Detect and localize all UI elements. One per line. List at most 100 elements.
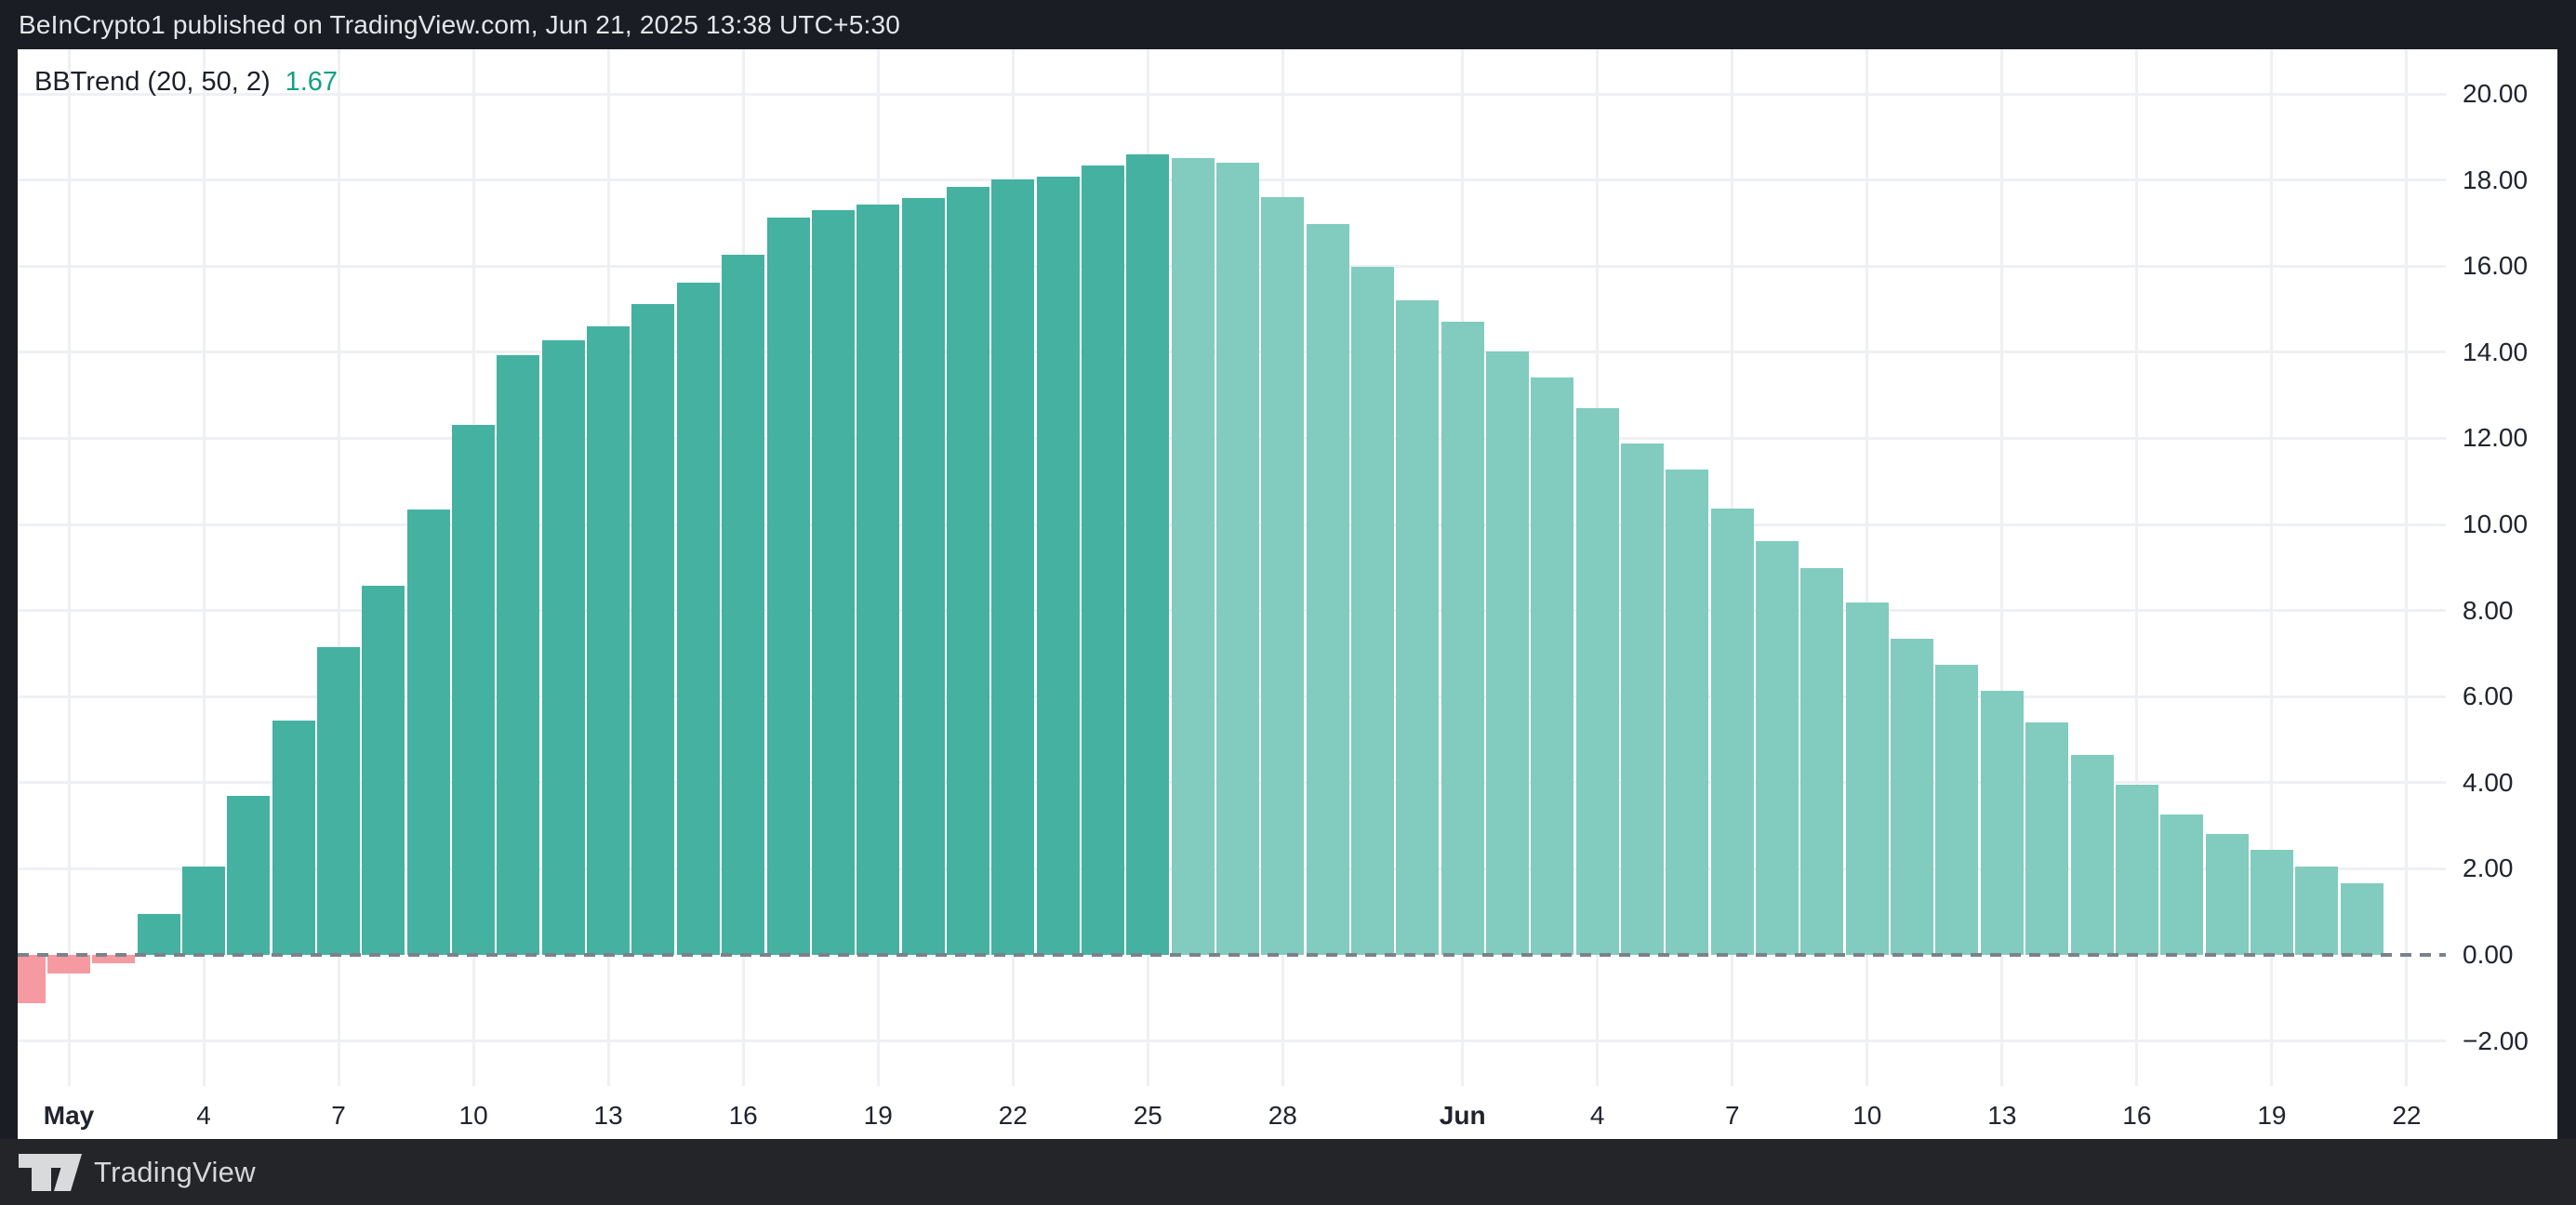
histogram-bar — [766, 217, 810, 955]
histogram-bar — [631, 303, 675, 955]
x-axis-label: 7 — [331, 1101, 346, 1130]
histogram-bar — [497, 355, 540, 955]
histogram-bar — [272, 721, 315, 955]
histogram-bar — [2070, 754, 2114, 955]
x-axis-label: 19 — [863, 1101, 893, 1130]
indicator-value: 1.67 — [285, 67, 339, 97]
y-axis-label: 12.00 — [2463, 423, 2529, 453]
histogram-bar — [1036, 176, 1080, 955]
x-axis-label: 22 — [2392, 1101, 2422, 1130]
x-axis-label: 16 — [2122, 1101, 2152, 1130]
histogram-bar — [1666, 470, 1709, 955]
histogram-bar — [811, 210, 855, 955]
histogram-bar — [946, 187, 989, 955]
x-grid-line — [2405, 49, 2409, 1086]
histogram-bar — [1126, 153, 1170, 955]
histogram-bar — [1351, 267, 1394, 955]
zero-line — [18, 953, 2446, 957]
histogram-bar — [2250, 849, 2293, 955]
y-grid-line — [18, 92, 2446, 96]
y-axis-label: 10.00 — [2463, 510, 2529, 538]
histogram-bar — [317, 646, 361, 955]
histogram-bar — [1980, 690, 2024, 955]
brand-name[interactable]: TradingView — [94, 1155, 256, 1188]
histogram-bar — [1171, 157, 1215, 955]
histogram-bar — [47, 955, 90, 973]
histogram-bar — [452, 425, 496, 955]
histogram-bar — [2025, 722, 2069, 955]
publish-banner: BeInCrypto1 published on TradingView.com… — [0, 0, 2576, 49]
y-axis-label: 4.00 — [2463, 767, 2514, 797]
histogram-bar — [1306, 224, 1349, 955]
histogram-bar — [18, 955, 46, 1003]
histogram-bar — [1710, 508, 1754, 955]
histogram-bar — [1081, 165, 1124, 955]
y-axis-label: 18.00 — [2463, 165, 2529, 194]
y-axis-label: 8.00 — [2463, 595, 2514, 625]
histogram-bar — [2115, 785, 2158, 955]
histogram-bar — [362, 586, 405, 955]
indicator-title: BBTrend (20, 50, 2) — [34, 67, 271, 97]
x-grid-line — [202, 49, 206, 1086]
histogram-bar — [1800, 568, 1844, 955]
x-grid-line — [337, 49, 340, 1086]
x-grid-line — [2000, 49, 2004, 1086]
x-grid-line — [2135, 49, 2139, 1086]
histogram-bar — [1621, 443, 1665, 955]
x-axis-label: 13 — [1987, 1101, 2017, 1130]
x-grid-line — [67, 49, 71, 1086]
histogram-bar — [676, 283, 720, 955]
histogram-bar — [182, 867, 226, 955]
x-axis-label: 4 — [1589, 1101, 1605, 1130]
x-axis-label: 28 — [1268, 1101, 1297, 1130]
histogram-bar — [1891, 639, 1934, 955]
histogram-bar — [137, 914, 180, 955]
x-axis-label: 25 — [1133, 1101, 1162, 1130]
indicator-legend[interactable]: BBTrend (20, 50, 2) 1.67 — [34, 64, 338, 99]
histogram-bar — [2340, 882, 2383, 955]
chart-panel: 20.00 18.00 16.00 14.00 12.00 10.00 8.00 6.00 4.… — [18, 49, 2557, 1139]
footer-bar: TradingView — [0, 1139, 2576, 1205]
publish-banner-text: BeInCrypto1 published on TradingView.com… — [19, 10, 900, 39]
histogram-bar — [1575, 407, 1619, 955]
histogram-bar — [1441, 321, 1484, 955]
tradingview-logo-icon — [19, 1153, 82, 1191]
histogram-bar — [2205, 833, 2249, 955]
histogram-bar — [541, 339, 585, 955]
histogram-bar — [1396, 299, 1440, 955]
y-grid-line — [18, 1039, 2446, 1043]
histogram-bar — [1261, 197, 1305, 955]
x-axis-label: 19 — [2257, 1101, 2287, 1130]
histogram-bar — [406, 510, 450, 955]
histogram-bar — [1845, 602, 1889, 955]
x-axis-label: 16 — [728, 1101, 758, 1130]
histogram-bar — [227, 796, 271, 955]
y-axis-label: 20.00 — [2463, 79, 2529, 108]
histogram-bar — [1935, 664, 1979, 955]
histogram-bar — [901, 197, 945, 955]
y-axis-label: 14.00 — [2463, 337, 2529, 366]
y-axis-label: 6.00 — [2463, 682, 2514, 711]
histogram-bar — [722, 254, 765, 955]
x-axis-label: Jun — [1439, 1101, 1486, 1130]
histogram-bar — [1486, 351, 1530, 955]
y-axis-label: −2.00 — [2463, 1026, 2529, 1055]
x-axis-label: 13 — [593, 1101, 623, 1130]
histogram-bar — [587, 326, 631, 955]
x-axis-label: 10 — [1852, 1101, 1882, 1130]
x-axis-label: 10 — [458, 1101, 488, 1130]
x-grid-line — [1866, 49, 1869, 1086]
histogram-bar — [2160, 814, 2204, 955]
x-axis-label: 22 — [998, 1101, 1028, 1130]
histogram-bar — [1756, 541, 1799, 955]
y-axis-label: 0.00 — [2463, 940, 2514, 969]
histogram-bar — [1531, 377, 1574, 955]
x-axis-label: May — [43, 1101, 95, 1130]
histogram-bar — [2295, 866, 2339, 955]
x-grid-line — [2270, 49, 2274, 1086]
histogram-bar — [92, 955, 136, 963]
histogram-bar — [856, 204, 900, 955]
y-axis-label: 16.00 — [2463, 251, 2529, 281]
x-axis-label: 7 — [1724, 1101, 1740, 1130]
